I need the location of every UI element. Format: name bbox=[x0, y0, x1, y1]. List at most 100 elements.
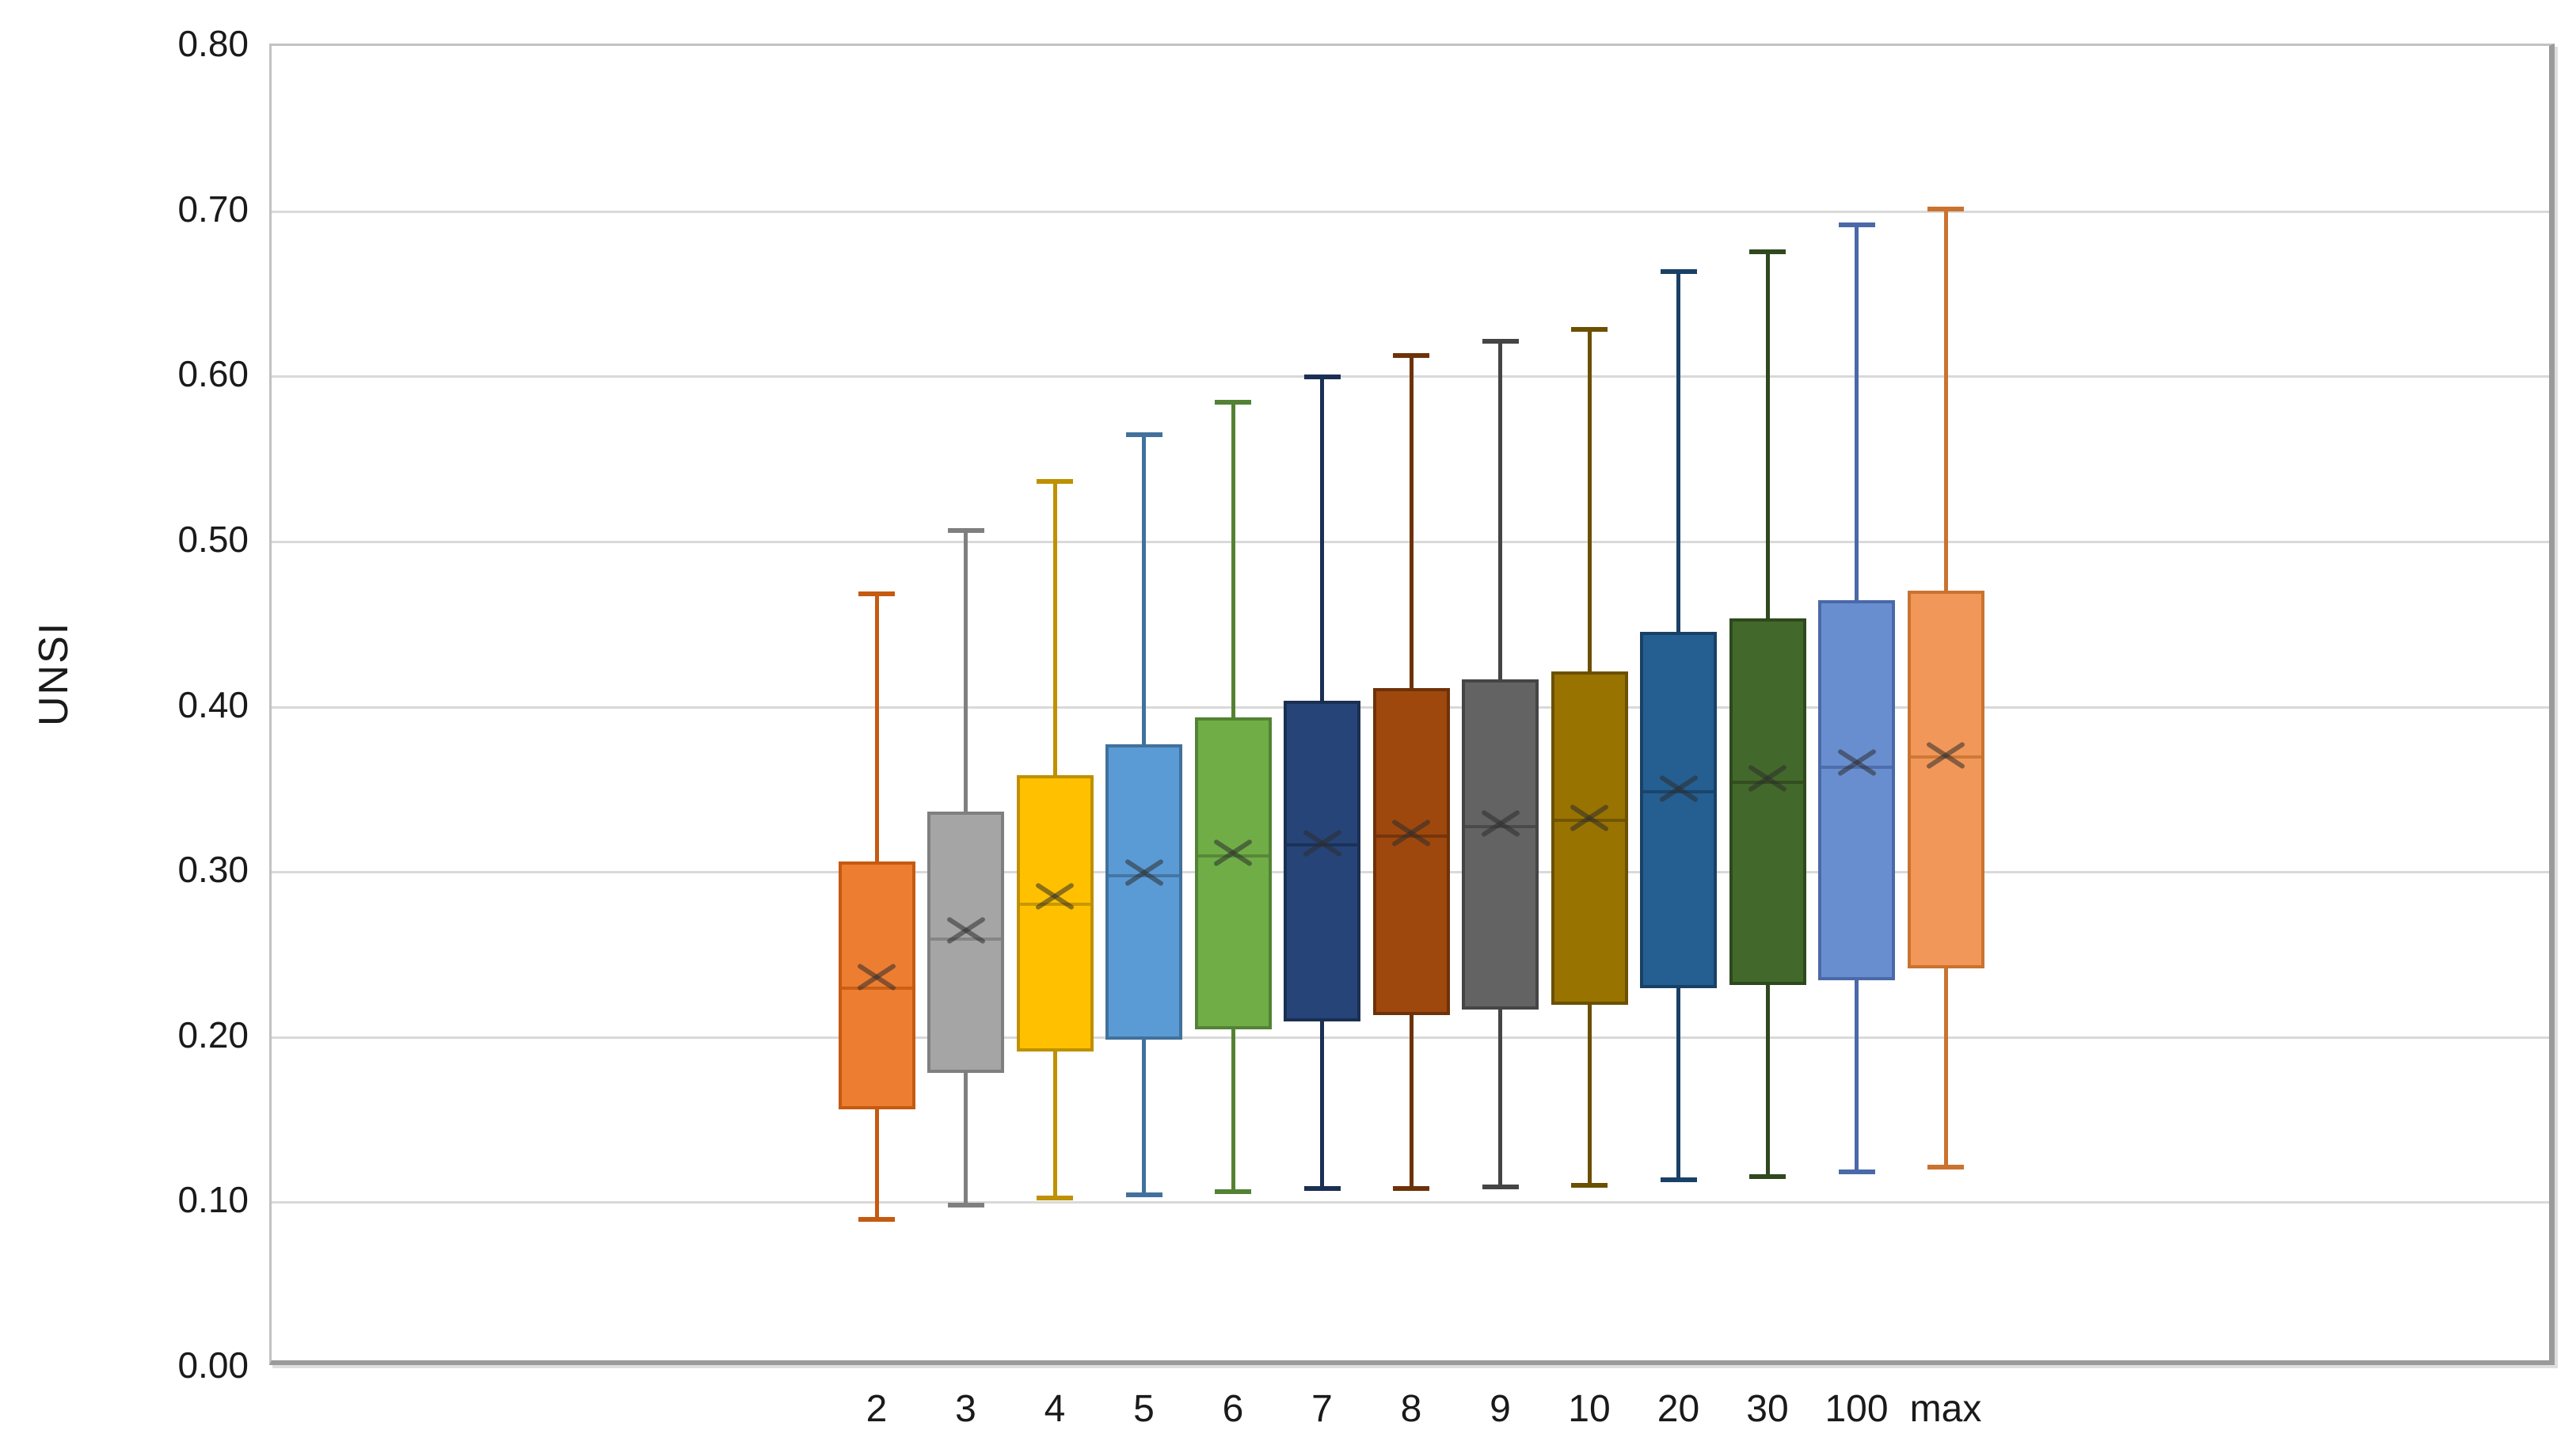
mean-marker bbox=[1034, 880, 1075, 912]
lower-whisker-cap bbox=[1037, 1196, 1073, 1201]
iqr-box bbox=[1105, 744, 1182, 1040]
mean-marker bbox=[1747, 763, 1788, 794]
median-line bbox=[1376, 835, 1447, 839]
x-tick-label: 8 bbox=[1400, 1388, 1422, 1430]
upper-whisker bbox=[1320, 377, 1324, 702]
mean-marker bbox=[1569, 802, 1610, 834]
upper-whisker bbox=[1587, 329, 1592, 671]
iqr-box bbox=[1016, 775, 1094, 1052]
iqr-box bbox=[1640, 631, 1717, 989]
lower-whisker-cap bbox=[947, 1202, 984, 1208]
iqr-box bbox=[1907, 590, 1984, 969]
upper-whisker-cap bbox=[858, 591, 895, 596]
upper-whisker bbox=[1498, 340, 1502, 680]
upper-whisker bbox=[1765, 251, 1770, 618]
upper-whisker-cap bbox=[1393, 353, 1429, 359]
lower-whisker bbox=[1676, 988, 1680, 1181]
iqr-box bbox=[838, 861, 915, 1109]
median-line bbox=[1732, 780, 1803, 784]
upper-whisker-cap bbox=[1482, 338, 1519, 344]
x-tick-label: 100 bbox=[1825, 1388, 1889, 1430]
median-line bbox=[841, 987, 912, 991]
mean-marker bbox=[1658, 773, 1699, 804]
x-tick-label: 10 bbox=[1568, 1388, 1611, 1430]
x-tick-label: max bbox=[1909, 1388, 1982, 1430]
upper-whisker-cap bbox=[1037, 478, 1073, 484]
y-tick-label: 0.20 bbox=[177, 1014, 249, 1055]
upper-whisker bbox=[1409, 356, 1414, 688]
x-tick-label: 20 bbox=[1657, 1388, 1700, 1430]
x-tick-label: 30 bbox=[1746, 1388, 1789, 1430]
upper-whisker-cap bbox=[1215, 399, 1251, 405]
upper-whisker bbox=[1231, 401, 1235, 718]
x-tick-label: 6 bbox=[1222, 1388, 1244, 1430]
lower-whisker bbox=[1409, 1014, 1414, 1188]
x-tick-label: 2 bbox=[866, 1388, 888, 1430]
mean-marker bbox=[1302, 827, 1343, 859]
y-tick-label: 0.50 bbox=[177, 518, 249, 560]
lower-whisker-cap bbox=[1571, 1182, 1608, 1188]
upper-whisker-cap bbox=[1749, 249, 1786, 254]
median-line bbox=[1821, 765, 1892, 769]
lower-whisker bbox=[1587, 1005, 1592, 1185]
lower-whisker bbox=[1142, 1040, 1146, 1196]
lower-whisker bbox=[1765, 985, 1770, 1177]
lower-whisker bbox=[874, 1109, 879, 1220]
mean-marker bbox=[1925, 740, 1966, 771]
mean-marker bbox=[1391, 817, 1432, 849]
mean-marker bbox=[1124, 857, 1165, 888]
upper-whisker-cap bbox=[1927, 206, 1964, 211]
upper-whisker bbox=[1676, 271, 1680, 632]
iqr-box bbox=[1462, 679, 1539, 1010]
x-tick-label: 5 bbox=[1133, 1388, 1155, 1430]
x-tick-label: 4 bbox=[1044, 1388, 1066, 1430]
y-tick-label: 0.10 bbox=[177, 1179, 249, 1221]
lower-whisker-cap bbox=[1927, 1164, 1964, 1169]
lower-whisker bbox=[1855, 979, 1859, 1172]
lower-whisker-cap bbox=[1125, 1192, 1162, 1198]
y-gridline bbox=[272, 210, 2549, 213]
mean-marker bbox=[856, 961, 897, 993]
lower-whisker bbox=[1498, 1010, 1502, 1187]
iqr-box bbox=[1284, 701, 1360, 1022]
upper-whisker bbox=[1142, 435, 1146, 744]
iqr-box bbox=[927, 812, 1004, 1073]
x-tick-label: 9 bbox=[1490, 1388, 1511, 1430]
upper-whisker bbox=[1855, 225, 1859, 601]
mean-marker bbox=[946, 915, 987, 946]
lower-whisker bbox=[1052, 1051, 1057, 1199]
lower-whisker-cap bbox=[1749, 1174, 1786, 1180]
median-line bbox=[1109, 874, 1179, 878]
y-tick-label: 0.80 bbox=[177, 23, 249, 64]
upper-whisker-cap bbox=[1660, 268, 1697, 274]
median-line bbox=[1197, 854, 1269, 858]
upper-whisker-cap bbox=[1125, 432, 1162, 438]
iqr-box bbox=[1194, 717, 1272, 1030]
upper-whisker-cap bbox=[1303, 375, 1341, 380]
lower-whisker-cap bbox=[1303, 1185, 1341, 1191]
median-line bbox=[1019, 902, 1090, 906]
lower-whisker bbox=[1320, 1021, 1324, 1188]
y-tick-label: 0.60 bbox=[177, 353, 249, 395]
lower-whisker-cap bbox=[1215, 1188, 1251, 1194]
median-line bbox=[1643, 790, 1714, 794]
y-tick-label: 0.40 bbox=[177, 683, 249, 725]
upper-whisker bbox=[964, 531, 968, 812]
lower-whisker bbox=[1943, 968, 1948, 1167]
upper-whisker bbox=[1943, 208, 1948, 591]
upper-whisker-cap bbox=[947, 528, 984, 534]
lower-whisker-cap bbox=[1393, 1185, 1429, 1191]
lower-whisker-cap bbox=[1482, 1184, 1519, 1189]
y-gridline bbox=[272, 1201, 2549, 1204]
median-line bbox=[930, 937, 1001, 941]
upper-whisker-cap bbox=[1838, 222, 1875, 228]
mean-marker bbox=[1836, 747, 1878, 778]
lower-whisker-cap bbox=[1660, 1177, 1697, 1183]
mean-marker bbox=[1212, 837, 1254, 869]
iqr-box bbox=[1729, 618, 1806, 986]
iqr-box bbox=[1372, 687, 1450, 1015]
mean-marker bbox=[1480, 808, 1521, 839]
y-tick-label: 0.00 bbox=[177, 1344, 249, 1386]
x-tick-label: 7 bbox=[1311, 1388, 1333, 1430]
